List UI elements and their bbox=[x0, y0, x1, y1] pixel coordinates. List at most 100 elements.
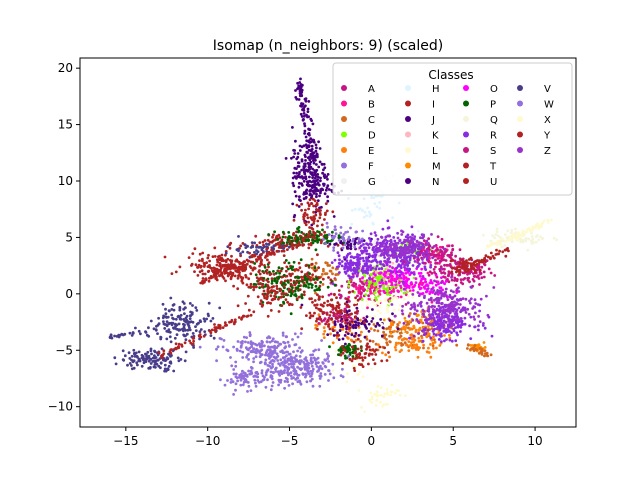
data-point bbox=[159, 335, 163, 339]
data-point bbox=[506, 229, 510, 233]
data-point bbox=[309, 165, 313, 169]
data-point bbox=[284, 259, 288, 262]
data-point bbox=[165, 323, 168, 327]
data-point bbox=[326, 184, 330, 188]
data-point bbox=[177, 345, 180, 349]
data-point bbox=[448, 311, 452, 315]
data-point bbox=[352, 366, 356, 370]
data-point bbox=[337, 333, 341, 337]
data-point bbox=[316, 239, 319, 242]
data-point bbox=[253, 285, 256, 289]
data-point bbox=[462, 278, 465, 281]
data-point bbox=[285, 335, 288, 339]
series-W bbox=[271, 221, 364, 388]
data-point bbox=[371, 300, 375, 304]
data-point bbox=[295, 230, 298, 234]
data-point bbox=[334, 273, 338, 277]
data-point bbox=[270, 277, 274, 281]
data-point bbox=[373, 291, 377, 294]
data-point bbox=[132, 366, 136, 370]
data-point bbox=[298, 89, 302, 93]
data-point bbox=[408, 320, 411, 323]
data-point bbox=[379, 318, 383, 321]
data-point bbox=[178, 317, 182, 321]
data-point bbox=[337, 234, 341, 238]
data-point bbox=[365, 337, 369, 341]
data-point bbox=[273, 344, 276, 348]
data-point bbox=[443, 334, 446, 337]
data-point bbox=[404, 320, 407, 323]
data-point bbox=[439, 306, 443, 309]
data-point bbox=[296, 152, 300, 155]
data-point bbox=[331, 326, 335, 329]
data-point bbox=[265, 271, 269, 275]
data-point bbox=[270, 339, 274, 343]
data-point bbox=[308, 184, 311, 187]
data-point bbox=[319, 213, 322, 217]
data-point bbox=[427, 305, 431, 308]
data-point bbox=[319, 233, 322, 236]
data-point bbox=[349, 255, 353, 259]
data-point bbox=[448, 293, 452, 297]
data-point bbox=[231, 380, 235, 384]
data-point bbox=[236, 287, 240, 291]
data-point bbox=[304, 208, 307, 212]
data-point bbox=[176, 356, 180, 360]
data-point bbox=[242, 314, 246, 318]
data-point bbox=[271, 381, 275, 384]
data-point bbox=[360, 239, 364, 243]
data-point bbox=[367, 362, 370, 366]
data-point bbox=[453, 312, 457, 315]
data-point bbox=[386, 234, 390, 238]
data-point bbox=[487, 267, 491, 271]
data-point bbox=[361, 256, 365, 260]
data-point bbox=[424, 268, 428, 271]
data-point bbox=[498, 236, 502, 239]
data-point bbox=[270, 246, 274, 250]
data-point bbox=[305, 380, 309, 384]
data-point bbox=[426, 350, 429, 354]
data-point bbox=[350, 209, 354, 212]
data-point bbox=[534, 240, 538, 244]
data-point bbox=[289, 278, 293, 282]
data-point bbox=[439, 281, 443, 284]
data-point bbox=[374, 239, 377, 243]
data-point bbox=[343, 302, 347, 306]
data-point bbox=[304, 284, 308, 288]
data-point bbox=[296, 161, 300, 165]
data-point bbox=[236, 276, 240, 280]
data-point bbox=[334, 232, 338, 236]
data-point bbox=[307, 286, 310, 289]
data-point bbox=[393, 391, 397, 395]
data-point bbox=[213, 274, 217, 278]
data-point bbox=[443, 250, 447, 254]
data-point bbox=[414, 243, 418, 246]
data-point bbox=[314, 306, 318, 310]
data-point bbox=[189, 314, 193, 318]
data-point bbox=[366, 206, 369, 210]
data-point bbox=[371, 308, 374, 311]
data-point bbox=[397, 336, 401, 340]
data-point bbox=[174, 270, 178, 274]
data-point bbox=[366, 342, 369, 346]
data-point bbox=[246, 341, 250, 344]
data-point bbox=[405, 323, 408, 327]
data-point bbox=[185, 332, 189, 336]
data-point bbox=[307, 168, 310, 172]
data-point bbox=[317, 313, 321, 317]
data-point bbox=[280, 280, 283, 284]
data-point bbox=[331, 362, 335, 366]
data-point bbox=[338, 271, 341, 274]
data-point bbox=[218, 327, 222, 330]
data-point bbox=[336, 301, 340, 305]
data-point bbox=[367, 297, 371, 301]
data-point bbox=[408, 336, 411, 340]
data-point bbox=[268, 364, 271, 368]
data-point bbox=[295, 203, 299, 207]
data-point bbox=[208, 276, 211, 280]
data-point bbox=[298, 346, 301, 350]
data-point bbox=[295, 157, 299, 161]
data-point bbox=[318, 216, 322, 220]
data-point bbox=[404, 235, 408, 239]
